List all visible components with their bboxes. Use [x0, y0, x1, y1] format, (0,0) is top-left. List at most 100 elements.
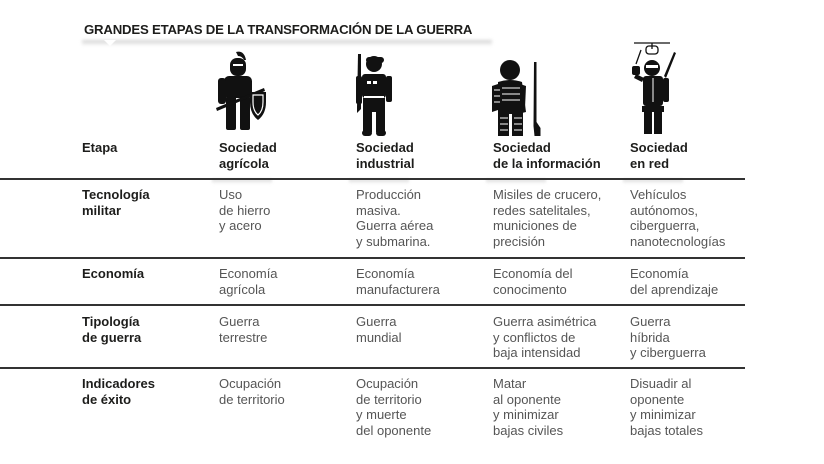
- cell-line: Guerra aérea: [356, 218, 434, 233]
- cell-line: manufacturera: [356, 281, 440, 297]
- cell-line: Economía: [630, 266, 689, 281]
- cell-line: y acero: [219, 218, 262, 233]
- table-cell: Uso de hierro y acero: [219, 187, 270, 234]
- table-cell: Ocupación de territorio: [219, 376, 285, 407]
- cell-line: Economía del: [493, 266, 573, 281]
- row-label-tipologia: Tipología de guerra: [82, 314, 141, 345]
- cell-line: Economía: [356, 266, 415, 281]
- header-shadow: [486, 179, 546, 184]
- divider: [0, 257, 745, 259]
- column-header-red: Sociedad en red: [630, 140, 688, 171]
- row-label-line: de éxito: [82, 391, 132, 407]
- cell-line: Ocupación: [356, 376, 419, 391]
- cell-line: terrestre: [219, 329, 268, 345]
- row-label-indicadores: Indicadores de éxito: [82, 376, 155, 407]
- table-cell: Vehículos autónomos, ciberguerra, nanote…: [630, 187, 725, 249]
- ghillie-sniper-icon: [492, 60, 541, 136]
- column-header-line: industrial: [356, 155, 415, 171]
- column-header-line: Sociedad: [630, 140, 688, 155]
- cell-line: Uso: [219, 187, 243, 202]
- row-label-line: Tipología: [82, 314, 140, 329]
- cell-line: agrícola: [219, 281, 266, 297]
- title-notch: [104, 40, 116, 46]
- cell-line: mundial: [356, 329, 402, 345]
- cell-line: Matar: [493, 376, 527, 391]
- table-cell: Misiles de crucero, redes satelitales, m…: [493, 187, 601, 249]
- table-cell: Guerra asimétrica y conflictos de baja i…: [493, 314, 596, 361]
- column-header-line: Sociedad: [219, 140, 277, 155]
- cell-line: ciberguerra,: [630, 218, 700, 233]
- row-label-line: Economía: [82, 266, 145, 281]
- cell-line: autónomos,: [630, 202, 698, 218]
- header-shadow: [212, 179, 272, 184]
- cell-line: de territorio: [356, 391, 422, 407]
- cell-line: de hierro: [219, 202, 271, 218]
- table-cell: Economía del aprendizaje: [630, 266, 718, 297]
- row-label-text: Etapa: [82, 140, 118, 155]
- table-cell: Guerra mundial: [356, 314, 402, 345]
- cell-line: Economía: [219, 266, 278, 281]
- divider: [0, 304, 745, 306]
- cell-line: bajas civiles: [493, 422, 564, 438]
- cell-line: de territorio: [219, 391, 285, 407]
- cell-line: Guerra asimétrica: [493, 314, 597, 329]
- divider: [0, 178, 745, 180]
- cell-line: Guerra: [356, 314, 397, 329]
- soldier-icon: [356, 54, 392, 136]
- table-cell: Disuadir al oponente y minimizar bajas t…: [630, 376, 703, 438]
- table-cell: Guerra híbrida y ciberguerra: [630, 314, 706, 361]
- cell-line: del aprendizaje: [630, 281, 719, 297]
- row-label-tecnologia: Tecnología militar: [82, 187, 150, 218]
- cell-line: híbrida: [630, 329, 670, 345]
- cell-line: baja intensidad: [493, 345, 581, 360]
- row-label-line: Tecnología: [82, 187, 150, 202]
- cell-line: bajas totales: [630, 422, 703, 438]
- cell-line: y minimizar: [630, 407, 696, 422]
- cell-line: masiva.: [356, 202, 401, 218]
- column-header-line: de la información: [493, 155, 601, 171]
- cell-line: Guerra: [219, 314, 260, 329]
- cell-line: y conflictos de: [493, 329, 576, 345]
- cell-line: y submarina.: [356, 233, 431, 249]
- table-cell: Ocupación de territorio y muerte del opo…: [356, 376, 431, 438]
- table-cell: Economía del conocimento: [493, 266, 573, 297]
- cell-line: Misiles de crucero,: [493, 187, 602, 202]
- column-header-industrial: Sociedad industrial: [356, 140, 415, 171]
- title-banner: GRANDES ETAPAS DE LA TRANSFORMACIÓN DE L…: [82, 20, 492, 46]
- table-cell: Matar al oponente y minimizar bajas civi…: [493, 376, 563, 438]
- cell-line: y ciberguerra: [630, 345, 706, 360]
- divider: [0, 367, 745, 369]
- cell-line: Ocupación: [219, 376, 282, 391]
- cell-line: y minimizar: [493, 407, 559, 422]
- title-shadow: [82, 40, 492, 46]
- cell-line: Disuadir al: [630, 376, 692, 391]
- column-header-line: agrícola: [219, 155, 269, 171]
- cell-line: Producción: [356, 187, 422, 202]
- cell-line: nanotecnologías: [630, 233, 726, 249]
- table-cell: Economía manufacturera: [356, 266, 440, 297]
- cell-line: y muerte: [356, 407, 407, 422]
- row-label-etapa: Etapa: [82, 140, 117, 156]
- cell-line: del oponente: [356, 422, 432, 438]
- cell-line: precisión: [493, 233, 546, 249]
- knight-icon: [216, 51, 266, 130]
- column-header-line: Sociedad: [493, 140, 551, 155]
- row-label-line: Indicadores: [82, 376, 155, 391]
- cell-line: Guerra: [630, 314, 671, 329]
- page-title: GRANDES ETAPAS DE LA TRANSFORMACIÓN DE L…: [84, 22, 473, 37]
- header-shadow: [623, 179, 683, 184]
- row-label-line: militar: [82, 202, 122, 218]
- cell-line: municiones de: [493, 218, 577, 233]
- cell-line: al oponente: [493, 391, 561, 407]
- cell-line: oponente: [630, 391, 685, 407]
- column-header-agricola: Sociedad agrícola: [219, 140, 277, 171]
- table-cell: Producción masiva. Guerra aérea y submar…: [356, 187, 433, 249]
- cell-line: Vehículos: [630, 187, 687, 202]
- row-label-line: de guerra: [82, 329, 142, 345]
- table-cell: Economía agrícola: [219, 266, 278, 297]
- row-label-economia: Economía: [82, 266, 144, 282]
- column-header-line: Sociedad: [356, 140, 414, 155]
- header-shadow: [349, 179, 409, 184]
- column-header-line: en red: [630, 155, 670, 171]
- cell-line: redes satelitales,: [493, 202, 591, 218]
